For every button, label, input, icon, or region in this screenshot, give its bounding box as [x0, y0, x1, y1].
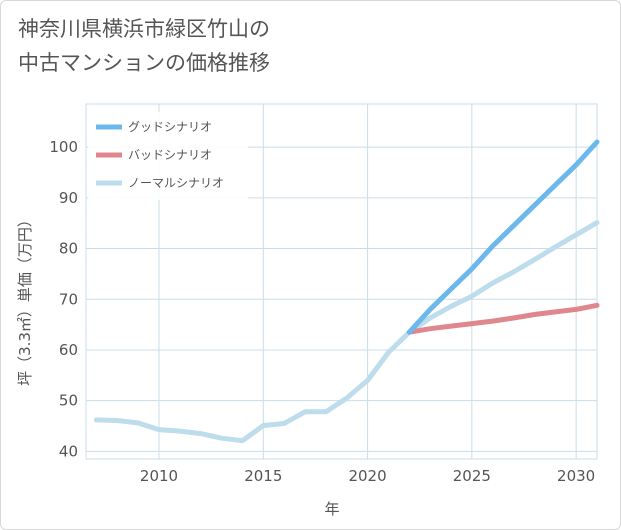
y-tick-label-100: 100 — [49, 138, 78, 156]
series-layer — [93, 139, 600, 444]
y-tick-label-60: 60 — [59, 341, 78, 359]
chart-title-line-1: 神奈川県横浜市緑区竹山の — [18, 17, 270, 41]
chart-title: 神奈川県横浜市緑区竹山の 中古マンションの価格推移 — [18, 12, 578, 80]
x-tick-label-2020: 2020 — [348, 467, 386, 485]
y-tick-label-40: 40 — [59, 442, 78, 460]
chart-title-line-2: 中古マンションの価格推移 — [18, 51, 270, 75]
x-tick-label-2025: 2025 — [453, 467, 491, 485]
x-tick-label-2010: 2010 — [140, 467, 178, 485]
y-tick-label-80: 80 — [59, 240, 78, 258]
legend-label-bad: バッドシナリオ — [128, 148, 212, 162]
series-line-normal — [93, 220, 600, 444]
plot-border-rect — [85, 103, 598, 460]
y-tick-label-70: 70 — [59, 290, 78, 308]
series-line-good — [406, 139, 600, 335]
grid — [86, 104, 597, 459]
legend-label-good: グッドシナリオ — [128, 120, 212, 134]
x-tick-label-2030: 2030 — [557, 467, 595, 485]
x-axis-ticks: 2010 2015 2020 2025 2030 — [140, 467, 595, 485]
x-tick-label-2015: 2015 — [244, 467, 282, 485]
series-line-bad — [406, 302, 600, 335]
y-tick-label-50: 50 — [59, 392, 78, 410]
x-axis-label: 年 — [324, 500, 339, 518]
y-axis-ticks: 40 50 60 70 80 90 100 — [49, 138, 78, 460]
y-tick-label-90: 90 — [59, 189, 78, 207]
y-axis-label: 坪（3.3㎡）単価（万円） — [16, 212, 34, 386]
legend-label-normal: ノーマルシナリオ — [128, 176, 224, 190]
plot-area — [85, 103, 598, 460]
